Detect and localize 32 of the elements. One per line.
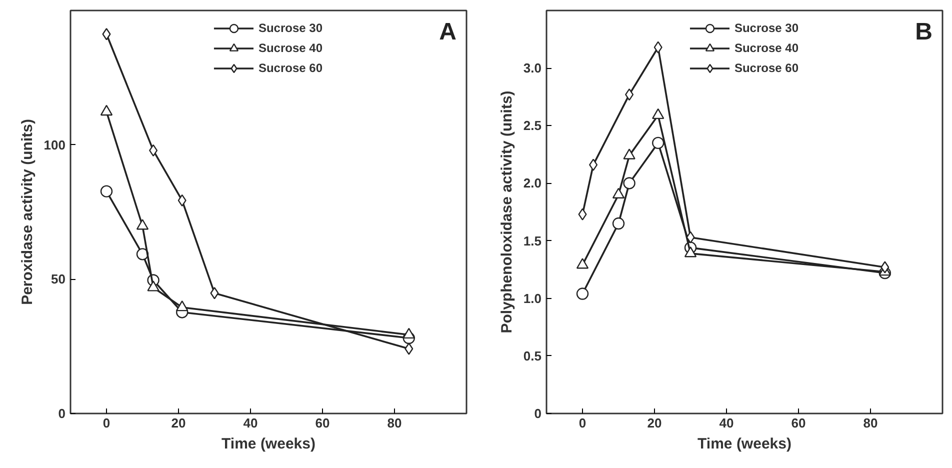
y-tick-label: 100 [44, 137, 66, 152]
y-tick-label: 0 [58, 406, 66, 421]
x-tick-label: 40 [243, 416, 258, 430]
y-tick-label: 2.5 [523, 118, 542, 134]
x-tick-label: 20 [647, 416, 662, 430]
x-tick-label: 0 [102, 416, 110, 430]
annotation: A [439, 18, 457, 46]
x-axis-title: Time (weeks) [698, 436, 792, 452]
x-tick-label: 60 [315, 416, 330, 430]
x-axis-title: Time (weeks) [222, 436, 316, 452]
y-tick-label: 0.5 [523, 348, 542, 364]
legend-label: Sucrose 40 [734, 41, 799, 55]
x-tick-label: 80 [387, 416, 402, 430]
legend-label: Sucrose 30 [734, 21, 799, 35]
legend-label: Sucrose 40 [258, 41, 323, 55]
y-tick-label: 50 [51, 272, 66, 287]
legend-label: Sucrose 60 [258, 61, 323, 75]
y-axis-title: Polyphenoloxidase activity (units) [498, 90, 516, 334]
legend-label: Sucrose 60 [734, 61, 799, 75]
annotation: B [915, 18, 933, 46]
y-axis-title: Peroxidase activity (units) [18, 119, 36, 305]
legend-label: Sucrose 30 [258, 21, 323, 35]
x-tick-label: 0 [578, 416, 586, 430]
x-tick-label: 40 [719, 416, 734, 430]
y-tick-label: 2.0 [523, 176, 542, 191]
y-tick-label: 1.5 [523, 233, 542, 248]
x-tick-label: 80 [863, 416, 878, 430]
y-tick-label: 0 [534, 406, 542, 421]
y-tick-label: 1.0 [523, 290, 542, 306]
y-tick-label: 3.0 [523, 60, 542, 76]
x-tick-label: 60 [791, 416, 806, 430]
x-tick-label: 20 [171, 416, 186, 430]
